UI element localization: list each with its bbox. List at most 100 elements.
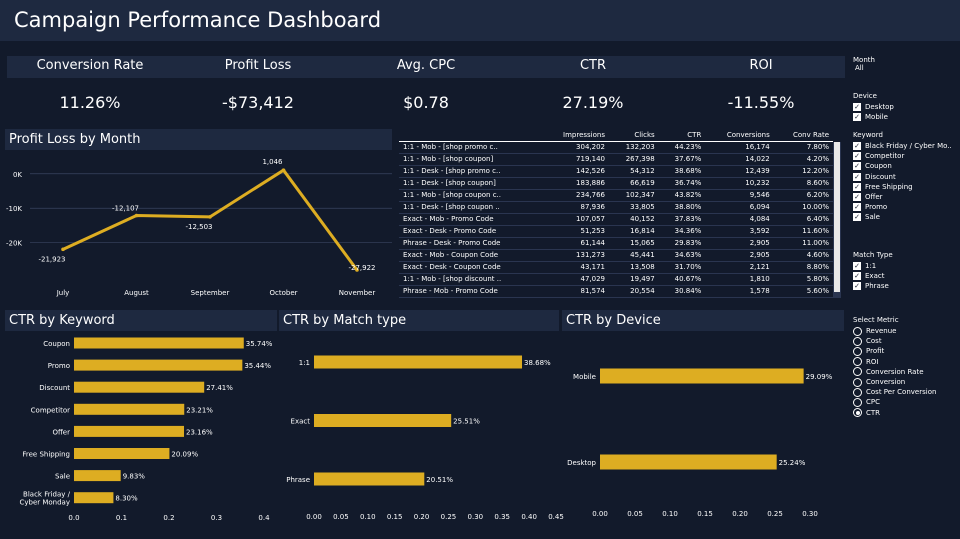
metric-option[interactable]: Cost xyxy=(853,336,936,346)
match-type-option[interactable]: ✓ Phrase xyxy=(853,281,893,291)
data-label: 25.51% xyxy=(453,418,480,426)
table-cell: 29.83% xyxy=(658,237,706,250)
checkbox-checked-icon[interactable]: ✓ xyxy=(853,282,861,291)
table-cell: Phrase - Mob - Promo Code xyxy=(399,285,542,298)
metric-option[interactable]: Cost Per Conversion xyxy=(853,387,936,397)
keyword-option[interactable]: ✓ Coupon xyxy=(853,161,952,171)
table-cell: 38.68% xyxy=(658,165,706,178)
checkbox-checked-icon[interactable]: ✓ xyxy=(853,213,861,222)
table-cell: 1:1 - Mob - [shop discount .. xyxy=(399,273,542,286)
bar xyxy=(74,337,244,349)
bar xyxy=(600,368,804,384)
table-cell: 2,121 xyxy=(705,261,774,274)
table-cell: 20,554 xyxy=(608,285,659,298)
radio-icon[interactable] xyxy=(853,326,862,336)
table-column-header[interactable]: Conv Rate xyxy=(773,130,833,142)
keyword-option[interactable]: ✓ Competitor xyxy=(853,151,952,161)
match-type-option-label: Exact xyxy=(865,272,885,281)
device-option[interactable]: ✓ Desktop xyxy=(853,102,894,112)
table-column-header[interactable]: Impressions xyxy=(541,130,609,142)
radio-icon[interactable] xyxy=(853,367,862,377)
metric-option[interactable]: CPC xyxy=(853,397,936,407)
table-cell: 6.20% xyxy=(773,189,833,202)
keyword-option-label: Promo xyxy=(865,203,888,212)
kpi-profit-loss-value: -$73,412 xyxy=(222,93,294,112)
x-tick-label: 0.05 xyxy=(627,510,643,518)
ctr-device-title: CTR by Device xyxy=(562,310,844,331)
checkbox-checked-icon[interactable]: ✓ xyxy=(853,272,861,281)
x-tick-label: August xyxy=(124,289,149,297)
metric-option[interactable]: Conversion xyxy=(853,377,936,387)
keyword-option-label: Offer xyxy=(865,193,883,202)
month-filter-value[interactable]: All xyxy=(855,64,864,72)
match-type-option[interactable]: ✓ 1:1 xyxy=(853,261,893,271)
checkbox-checked-icon[interactable]: ✓ xyxy=(853,172,861,181)
table-column-header[interactable]: Conversions xyxy=(705,130,774,142)
checkbox-checked-icon[interactable]: ✓ xyxy=(853,113,861,122)
category-label: Black Friday / xyxy=(23,491,71,499)
metric-option[interactable]: CTR xyxy=(853,408,936,418)
radio-icon[interactable] xyxy=(853,357,862,367)
table-cell: 8.60% xyxy=(773,177,833,190)
table-cell: 34.63% xyxy=(658,249,706,262)
metric-option[interactable]: ROI xyxy=(853,357,936,367)
checkbox-checked-icon[interactable]: ✓ xyxy=(853,262,861,271)
keyword-option[interactable]: ✓ Sale xyxy=(853,212,952,222)
metric-option[interactable]: Revenue xyxy=(853,326,936,336)
keyword-option-label: Coupon xyxy=(865,162,892,171)
checkbox-checked-icon[interactable]: ✓ xyxy=(853,193,861,202)
table-row: 1:1 - Mob - [shop discount .. 47,029 19,49… xyxy=(399,273,833,286)
x-tick-label: 0.00 xyxy=(592,510,608,518)
checkbox-checked-icon[interactable]: ✓ xyxy=(853,152,861,161)
table-scrollbar-thumb[interactable] xyxy=(834,142,840,292)
metric-option-label: ROI xyxy=(866,357,879,366)
bar xyxy=(74,381,205,393)
keyword-option[interactable]: ✓ Discount xyxy=(853,172,952,182)
table-row: 1:1 - Mob - [shop coupon c.. 234,766 102,3… xyxy=(399,189,833,202)
table-cell: 12.20% xyxy=(773,165,833,178)
bar xyxy=(74,359,243,371)
table-cell: 45,441 xyxy=(608,249,659,262)
checkbox-checked-icon[interactable]: ✓ xyxy=(853,162,861,171)
radio-icon[interactable] xyxy=(853,397,862,407)
profit-loss-line-chart: 0K -10K -20K -21,923 July -12,107 August -12,50… xyxy=(6,158,392,297)
checkbox-checked-icon[interactable]: ✓ xyxy=(853,203,861,212)
keyword-option[interactable]: ✓ Offer xyxy=(853,192,952,202)
radio-icon[interactable] xyxy=(853,346,862,356)
table-cell: 9,546 xyxy=(705,189,774,202)
table-column-header[interactable]: CTR xyxy=(658,130,706,142)
keyword-option[interactable]: ✓ Free Shipping xyxy=(853,182,952,192)
radio-icon[interactable] xyxy=(853,336,862,346)
device-option[interactable]: ✓ Mobile xyxy=(853,112,894,122)
data-label: 35.74% xyxy=(246,340,273,348)
checkbox-checked-icon[interactable]: ✓ xyxy=(853,142,861,151)
metric-option-label: Revenue xyxy=(866,327,897,336)
radio-icon[interactable] xyxy=(853,387,862,397)
table-column-header[interactable] xyxy=(399,130,542,142)
radio-icon[interactable] xyxy=(853,377,862,387)
x-tick-label: July xyxy=(56,289,70,297)
category-label: Promo xyxy=(48,362,70,370)
y-tick-label: -10K xyxy=(6,205,22,213)
ctr-keyword-title: CTR by Keyword xyxy=(5,310,277,331)
month-filter[interactable]: Month All xyxy=(853,56,875,72)
x-tick-label: 0.45 xyxy=(548,513,564,521)
radio-selected-icon[interactable] xyxy=(853,408,862,418)
match-type-option[interactable]: ✓ Exact xyxy=(853,271,893,281)
keyword-option[interactable]: ✓ Promo xyxy=(853,202,952,212)
metric-option[interactable]: Conversion Rate xyxy=(853,367,936,377)
x-tick-label: 0.20 xyxy=(414,513,430,521)
checkbox-checked-icon[interactable]: ✓ xyxy=(853,103,861,112)
table-row: 1:1 - Mob - [shop coupon] 719,140 267,398 3… xyxy=(399,153,833,166)
x-tick-label: 0.3 xyxy=(211,514,222,522)
table-cell: 2,905 xyxy=(705,249,774,262)
kpi-conversion-rate-label: Conversion Rate xyxy=(36,58,144,73)
checkbox-checked-icon[interactable]: ✓ xyxy=(853,182,861,191)
category-label: Mobile xyxy=(573,373,596,381)
data-point xyxy=(61,247,65,252)
table-cell: 142,526 xyxy=(541,165,609,178)
table-column-header[interactable]: Clicks xyxy=(608,130,659,142)
data-label: -27,922 xyxy=(348,264,375,272)
keyword-option[interactable]: ✓ Black Friday / Cyber Mo.. xyxy=(853,141,952,151)
metric-option[interactable]: Profit xyxy=(853,346,936,356)
